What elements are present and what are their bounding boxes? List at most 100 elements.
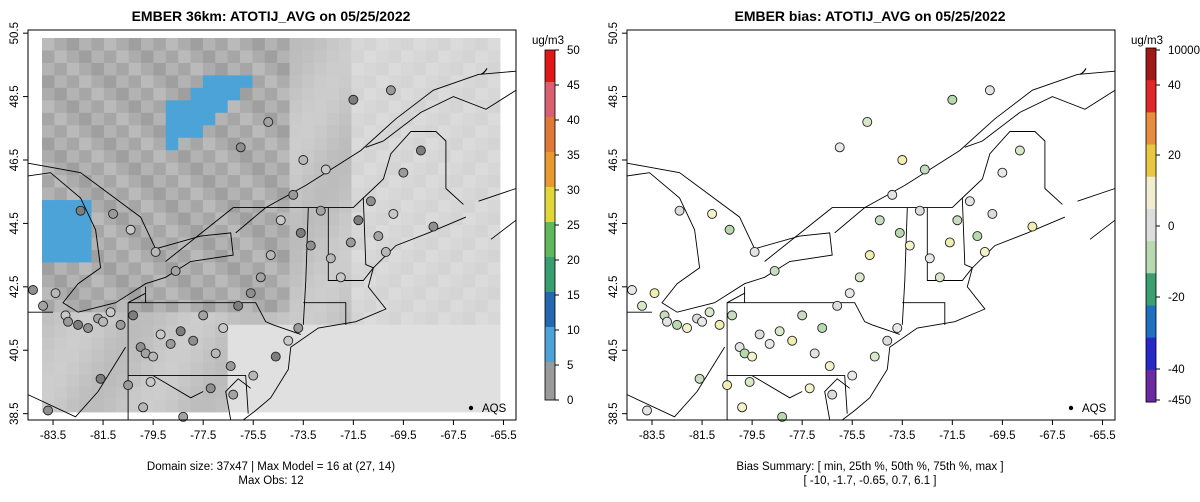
bias-station-marker	[672, 319, 683, 330]
model-grid-cell	[425, 249, 439, 263]
model-grid-cell	[450, 399, 464, 413]
model-grid-cell	[165, 162, 179, 176]
model-grid-cell	[153, 387, 167, 400]
bias-station-marker	[737, 402, 748, 413]
model-grid-cell	[264, 225, 278, 238]
station-marker	[373, 231, 384, 242]
station-marker	[28, 285, 38, 295]
model-grid-cell	[264, 312, 278, 326]
model-grid-cell	[128, 387, 142, 400]
right-colorbar: 10000 40 20 0 -20 -40 -450	[1145, 45, 1200, 407]
colorbar-segment	[545, 253, 555, 257]
station-marker	[353, 215, 364, 226]
model-grid-cell	[376, 162, 389, 176]
colorbar-segment	[545, 81, 555, 86]
station-marker	[335, 272, 346, 283]
model-grid-cell	[363, 324, 377, 338]
model-grid-cell	[66, 38, 80, 51]
station-marker	[165, 338, 176, 349]
model-grid-cell	[165, 274, 179, 288]
model-grid-cell	[227, 349, 241, 363]
model-grid-cell	[42, 387, 55, 400]
model-grid-cell	[103, 287, 117, 301]
model-grid-cell	[215, 362, 229, 375]
model-grid-cell	[351, 287, 365, 301]
model-grid-cell	[339, 162, 352, 176]
model-grid-cell	[178, 187, 191, 201]
colorbar-segment	[545, 330, 555, 334]
colorbar-segment	[1146, 112, 1156, 146]
colorbar-segment	[545, 274, 555, 278]
bias-station-marker	[854, 272, 865, 283]
model-grid-cell	[215, 87, 229, 101]
station-marker	[233, 300, 244, 311]
border-line	[727, 302, 900, 335]
aqs-legend-marker	[468, 405, 474, 411]
model-grid-cell	[215, 125, 229, 139]
model-grid-cell	[388, 62, 402, 76]
model-grid-cell	[227, 100, 241, 114]
model-grid-cell	[314, 112, 328, 126]
model-grid-cell	[339, 38, 352, 51]
bias-station-marker	[649, 288, 660, 299]
model-grid-cell	[141, 249, 154, 263]
station-marker	[63, 316, 73, 327]
station-marker	[210, 348, 221, 359]
bias-station-marker	[817, 323, 828, 333]
model-grid-cell	[128, 200, 142, 213]
bias-station-marker	[934, 272, 945, 283]
model-grid-cell	[462, 62, 476, 76]
model-grid-cell	[202, 237, 216, 251]
model-grid-cell	[252, 387, 266, 400]
model-grid-cell	[91, 249, 105, 263]
model-grid-cell	[376, 262, 389, 276]
model-grid-cell	[277, 112, 290, 126]
model-grid-cell	[289, 387, 303, 400]
model-grid-cell	[165, 100, 179, 114]
right-footer-line2: [ -10, -1.7, -0.65, 0.7, 6.1 ]	[804, 475, 937, 487]
model-grid-cell	[326, 137, 340, 151]
model-grid-cell	[141, 38, 154, 51]
model-grid-cell	[178, 150, 191, 164]
colorbar-segment	[545, 270, 555, 275]
model-grid-cell	[165, 75, 179, 89]
model-grid-cell	[240, 112, 253, 126]
model-grid-cell	[42, 50, 55, 64]
y-tick-label: 50.5	[608, 22, 620, 44]
station-marker	[248, 370, 259, 381]
model-grid-cell	[252, 237, 266, 251]
colorbar-segment	[545, 221, 555, 226]
model-grid-cell	[66, 100, 80, 114]
colorbar-segment	[545, 186, 555, 191]
model-grid-cell	[103, 112, 117, 126]
colorbar-segment	[545, 347, 555, 352]
model-grid-cell	[339, 249, 352, 263]
model-grid	[42, 38, 501, 413]
model-grid-cell	[165, 87, 179, 101]
model-grid-cell	[103, 349, 117, 363]
model-grid-cell	[165, 399, 179, 413]
model-grid-cell	[475, 38, 489, 51]
station-marker	[83, 323, 94, 333]
model-grid-cell	[91, 274, 105, 288]
model-grid-cell	[487, 162, 501, 176]
model-grid-cell	[277, 38, 290, 51]
model-grid-cell	[339, 362, 352, 375]
model-grid-cell	[388, 175, 402, 188]
model-grid-cell	[178, 225, 191, 238]
model-grid-cell	[141, 312, 154, 326]
model-grid-cell	[413, 162, 427, 176]
model-grid-cell	[487, 150, 501, 164]
model-grid-cell	[165, 112, 179, 126]
model-grid-cell	[487, 249, 501, 263]
model-grid-cell	[178, 299, 191, 313]
model-grid-cell	[264, 287, 278, 301]
model-grid-cell	[438, 399, 451, 413]
model-grid-cell	[301, 287, 315, 301]
model-grid-cell	[388, 287, 402, 301]
model-grid-cell	[475, 387, 489, 400]
x-tick-label: -69.5	[989, 430, 1015, 442]
x-tick-label: -73.5	[889, 430, 915, 442]
model-grid-cell	[103, 100, 117, 114]
